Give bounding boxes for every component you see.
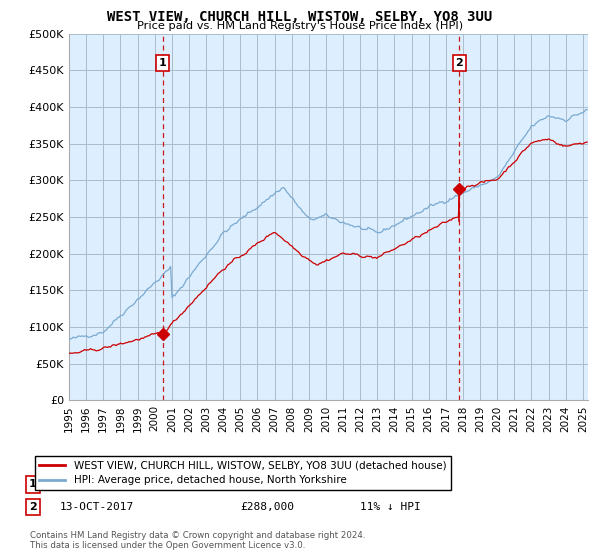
- Text: 1: 1: [29, 479, 37, 489]
- Text: 23% ↓ HPI: 23% ↓ HPI: [360, 479, 421, 489]
- Legend: WEST VIEW, CHURCH HILL, WISTOW, SELBY, YO8 3UU (detached house), HPI: Average pr: WEST VIEW, CHURCH HILL, WISTOW, SELBY, Y…: [35, 456, 451, 489]
- Text: £288,000: £288,000: [240, 502, 294, 512]
- Text: 13-OCT-2017: 13-OCT-2017: [60, 502, 134, 512]
- Text: 21-JUN-2000: 21-JUN-2000: [60, 479, 134, 489]
- Text: Price paid vs. HM Land Registry's House Price Index (HPI): Price paid vs. HM Land Registry's House …: [137, 21, 463, 31]
- Text: £90,000: £90,000: [240, 479, 287, 489]
- Text: Contains HM Land Registry data © Crown copyright and database right 2024.
This d: Contains HM Land Registry data © Crown c…: [30, 530, 365, 550]
- Text: 11% ↓ HPI: 11% ↓ HPI: [360, 502, 421, 512]
- Text: 2: 2: [455, 58, 463, 68]
- Text: 2: 2: [29, 502, 37, 512]
- Text: WEST VIEW, CHURCH HILL, WISTOW, SELBY, YO8 3UU: WEST VIEW, CHURCH HILL, WISTOW, SELBY, Y…: [107, 10, 493, 24]
- Text: 1: 1: [159, 58, 167, 68]
